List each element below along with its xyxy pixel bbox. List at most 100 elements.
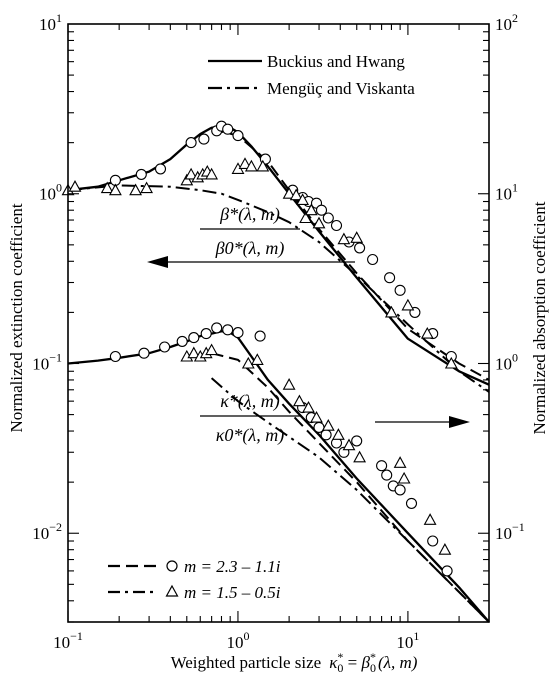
data-point-triangle: [282, 187, 296, 199]
data-point-triangle: [68, 180, 82, 192]
data-series-group: [67, 125, 490, 623]
data-point-circle: [222, 324, 234, 336]
data-point-triangle: [304, 203, 318, 216]
series-line-1: [67, 184, 490, 393]
data-point-triangle: [289, 188, 303, 201]
y-right-tick-label: 101: [495, 181, 518, 204]
marker-legend-label-triangle: m = 1.5 – 0.5i: [184, 583, 281, 602]
data-point-circle: [322, 212, 334, 224]
data-point-circle: [159, 341, 171, 353]
data-point-circle: [254, 330, 266, 342]
data-point-circle: [188, 332, 200, 344]
x-tick-label: 101: [396, 629, 419, 652]
data-point-triangle: [187, 346, 201, 359]
data-point-triangle: [438, 543, 452, 555]
data-point-triangle: [238, 157, 252, 169]
y-axis-label-left: Normalized extinction coefficient: [7, 203, 26, 432]
data-point-triangle: [140, 181, 154, 194]
data-point-circle: [376, 460, 388, 472]
data-point-triangle: [292, 394, 306, 407]
data-point-triangle: [296, 193, 310, 205]
x-tick-label: 10−1: [53, 629, 83, 652]
y-left-tick-label: 10−2: [32, 520, 62, 543]
data-point-triangle: [342, 438, 356, 451]
data-point-circle: [394, 284, 406, 296]
data-point-triangle: [184, 167, 198, 180]
data-point-circle: [232, 130, 244, 142]
data-point-triangle: [310, 410, 323, 423]
data-point-circle: [427, 535, 439, 547]
data-point-circle: [367, 253, 379, 266]
data-point-circle: [315, 204, 328, 216]
y-right-tick-label: 10−1: [495, 520, 525, 543]
y-axis-label-right: Normalized absorption coefficient: [530, 201, 549, 434]
annotation-beta-numerator: β*(λ, m): [219, 204, 280, 225]
legend-label-buckius: Buckius and Hwang: [267, 52, 405, 71]
annotation-kappa-denominator: κ0*(λ, m): [216, 425, 284, 446]
data-point-triangle: [299, 211, 313, 224]
data-point-circle: [394, 484, 406, 496]
data-point-triangle: [353, 450, 367, 463]
y-right-tick-label: 100: [495, 350, 518, 373]
series-line-7: [211, 352, 490, 623]
data-point-triangle: [312, 216, 326, 229]
data-point-circle: [176, 335, 188, 347]
data-point-triangle: [420, 326, 434, 339]
data-point-circle: [320, 429, 332, 441]
plot-frame: [67, 23, 490, 623]
data-point-triangle: [244, 159, 258, 172]
annotation-kappa-numerator: κ*(λ, m): [220, 391, 279, 412]
marker-legend-circle: [166, 560, 178, 572]
data-point-triangle: [256, 159, 270, 172]
series-line-5: [67, 330, 490, 623]
y-right-tick-label: 102: [495, 11, 518, 34]
x-axis-label-equals: =: [343, 653, 361, 672]
data-point-triangle: [321, 419, 335, 431]
x-axis-label-kappa-sub: 0: [337, 661, 343, 675]
data-point-circle: [405, 497, 418, 509]
data-point-circle: [232, 327, 244, 339]
data-point-triangle: [423, 513, 437, 525]
data-point-triangle: [397, 471, 411, 484]
data-point-circle: [198, 133, 210, 145]
series-line-6: [210, 377, 490, 623]
data-point-circle: [138, 347, 150, 359]
data-point-circle: [354, 242, 366, 254]
data-point-triangle: [129, 183, 143, 196]
data-point-triangle: [205, 167, 219, 180]
series-line-2: [211, 128, 490, 381]
data-point-circle: [109, 350, 121, 363]
data-point-circle: [185, 137, 197, 149]
data-markers-group: [61, 120, 458, 577]
data-point-triangle: [282, 378, 296, 390]
data-point-triangle: [302, 400, 315, 413]
data-point-circle: [200, 328, 212, 340]
data-point-circle: [384, 272, 396, 284]
data-point-circle: [135, 168, 147, 180]
x-axis-label: Weighted particle size κ* 0 = β* 0 (λ, m): [171, 650, 418, 675]
y-left-tick-label: 100: [39, 181, 62, 204]
data-point-circle: [441, 565, 453, 577]
data-point-circle: [222, 123, 234, 135]
data-point-circle: [211, 322, 223, 334]
y-left-tick-label: 101: [39, 11, 62, 34]
data-point-circle: [381, 469, 393, 481]
tick-labels-group: 10−1 100 101 10−2 10−1 100 101 10−1 100 101 102: [32, 11, 525, 652]
x-axis-label-kappa: κ: [329, 653, 338, 672]
x-tick-label: 100: [226, 629, 249, 652]
x-axis-label-text: Weighted particle size: [171, 653, 322, 672]
axis-ticks-group: [67, 24, 490, 623]
data-point-triangle: [444, 356, 458, 369]
data-point-triangle: [337, 232, 351, 245]
x-axis-label-beta-sub: 0: [370, 661, 376, 675]
data-point-triangle: [180, 173, 194, 186]
x-axis-label-beta-sup: *: [370, 650, 376, 664]
marker-legend-label-circle: m = 2.3 – 1.1i: [184, 557, 281, 576]
data-point-circle: [330, 219, 343, 232]
data-point-triangle: [393, 456, 407, 468]
data-point-triangle: [250, 353, 264, 365]
data-point-triangle: [350, 231, 364, 243]
legend-label-menguc: Mengüç and Viskanta: [267, 79, 415, 98]
annotation-beta-denominator: β0*(λ, m): [215, 238, 285, 259]
